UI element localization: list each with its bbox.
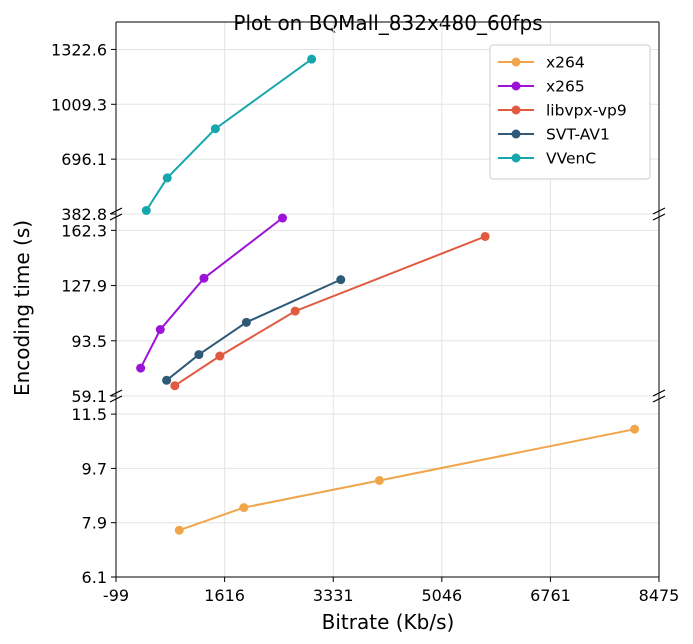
legend-marker [511,57,521,67]
legend-marker [511,129,521,139]
legend-box [489,44,651,180]
break-mark [109,389,123,397]
data-point [630,424,640,434]
data-point [210,124,220,134]
break-mark [652,389,666,397]
y-tick-label: 1322.6 [51,40,107,59]
break-mark [109,213,123,221]
x-axis: -99 1616 3331 5046 6761 8475 [103,577,679,605]
data-point [194,350,204,360]
data-point [162,375,172,385]
data-point [290,306,300,316]
x-tick-label: 3331 [313,586,354,605]
y-tick-label: 1009.3 [51,95,107,114]
data-point [480,231,490,241]
legend-item-x265: x265 [498,78,585,96]
data-point [307,54,317,64]
break-mark [109,207,123,215]
data-point [141,205,151,215]
series-x265 [136,213,287,373]
y-tick-label: 382.8 [61,205,107,224]
legend-label: x265 [546,78,585,96]
panel-top: 382.8 696.1 1009.3 1322.6 [51,21,660,224]
series-line [178,428,635,532]
x-axis-title: Bitrate (Kb/s) [322,610,455,634]
series-libvpx-vp9 [170,231,490,391]
break-mark [652,213,666,221]
series-line [139,217,284,369]
data-point [239,503,249,513]
y-tick-label: 9.7 [82,459,107,478]
axis-break-marks [109,207,666,403]
y-tick-label: 7.9 [82,514,107,533]
panel-middle: 59.1 93.5 127.9 162.3 [61,214,660,406]
chart-title: Plot on BQMall_832x480_60fps [233,11,542,35]
data-point [174,525,184,535]
series-SVT-AV1 [162,275,346,385]
series-line [165,278,342,382]
data-point [241,317,251,327]
y-tick-label: 93.5 [71,332,107,351]
break-mark [109,395,123,403]
legend-label: VVenC [546,150,596,168]
y-tick-label: 162.3 [61,221,107,240]
legend: x264 x265 libvpx-vp9 SVT-AV1 VVenC [489,44,651,180]
data-point [155,325,165,335]
y-tick-label: 696.1 [61,150,107,169]
data-point [336,275,346,285]
data-point [136,363,146,373]
series-line [145,58,313,212]
legend-marker [511,81,521,91]
y-axis-title: Encoding time (s) [10,220,34,396]
y-tick-label: 11.5 [71,405,107,424]
series-x264 [174,424,640,535]
plot-panels: 382.8 696.1 1009.3 1322.6 59.1 93.5 127.9 162.3… [51,21,660,587]
data-point [277,213,287,223]
legend-marker [511,153,521,163]
legend-label: SVT-AV1 [546,126,610,144]
legend-item-SVT-AV1: SVT-AV1 [498,126,610,144]
break-mark [652,207,666,215]
series-VVenC [141,54,317,215]
data-point [374,475,384,485]
x-tick-label: -99 [103,586,129,605]
data-point [199,273,209,283]
y-tick-label: 6.1 [82,568,107,587]
x-tick-label: 8475 [639,586,680,605]
break-mark [652,395,666,403]
data-point [170,381,180,391]
legend-label: libvpx-vp9 [546,102,627,120]
legend-label: x264 [546,54,585,72]
x-tick-label: 5046 [421,586,462,605]
data-point [215,351,225,361]
series-line [174,235,486,387]
x-tick-label: 1616 [204,586,245,605]
data-point [162,173,172,183]
legend-item-libvpx-vp9: libvpx-vp9 [498,102,627,120]
legend-marker [511,105,521,115]
y-tick-label: 59.1 [71,387,107,406]
panel-bottom: 6.1 7.9 9.7 11.5 [71,396,660,587]
legend-item-x264: x264 [498,54,585,72]
y-tick-label: 127.9 [61,277,107,296]
x-tick-label: 6761 [530,586,571,605]
legend-item-VVenC: VVenC [498,150,596,168]
